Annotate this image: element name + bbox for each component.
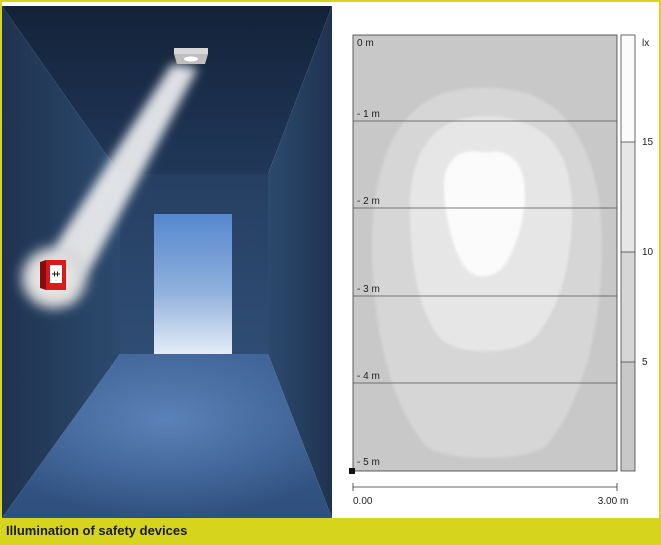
depth-label-1: - 1 m: [357, 109, 380, 120]
scale-tick-10: 10: [642, 247, 654, 258]
figure-caption: Illumination of safety devices: [6, 523, 188, 538]
depth-label-2: - 2 m: [357, 196, 380, 207]
depth-grid: [353, 120, 617, 384]
fire-alarm-call-point-icon: [40, 260, 66, 290]
depth-label-5: - 5 m: [357, 457, 380, 468]
isolux-zone-inner: [444, 151, 525, 277]
scale-tick-5: 5: [642, 357, 648, 368]
ceiling-spotlight-icon: [174, 48, 208, 64]
right-wall: [268, 6, 332, 518]
depth-label-3: - 3 m: [357, 284, 380, 295]
width-dimension-line: [352, 483, 618, 491]
illuminance-plot: 0 m - 1 m - 2 m - 3 m - 4 m - 5 m 0.00 3…: [349, 34, 654, 507]
doorway: [154, 214, 232, 354]
corridor-illustration: [2, 6, 332, 518]
origin-marker: [349, 468, 355, 474]
depth-label-4: - 4 m: [357, 371, 380, 382]
width-label-end: 3.00 m: [598, 496, 629, 507]
caption-bar: Illumination of safety devices: [0, 518, 661, 545]
scale-tick-15: 15: [642, 137, 654, 148]
depth-label-0: 0 m: [357, 38, 374, 49]
width-label-start: 0.00: [353, 496, 373, 507]
lux-scale-bar: [620, 34, 636, 472]
light-beam: [32, 64, 198, 304]
scale-unit: lx: [642, 38, 649, 49]
